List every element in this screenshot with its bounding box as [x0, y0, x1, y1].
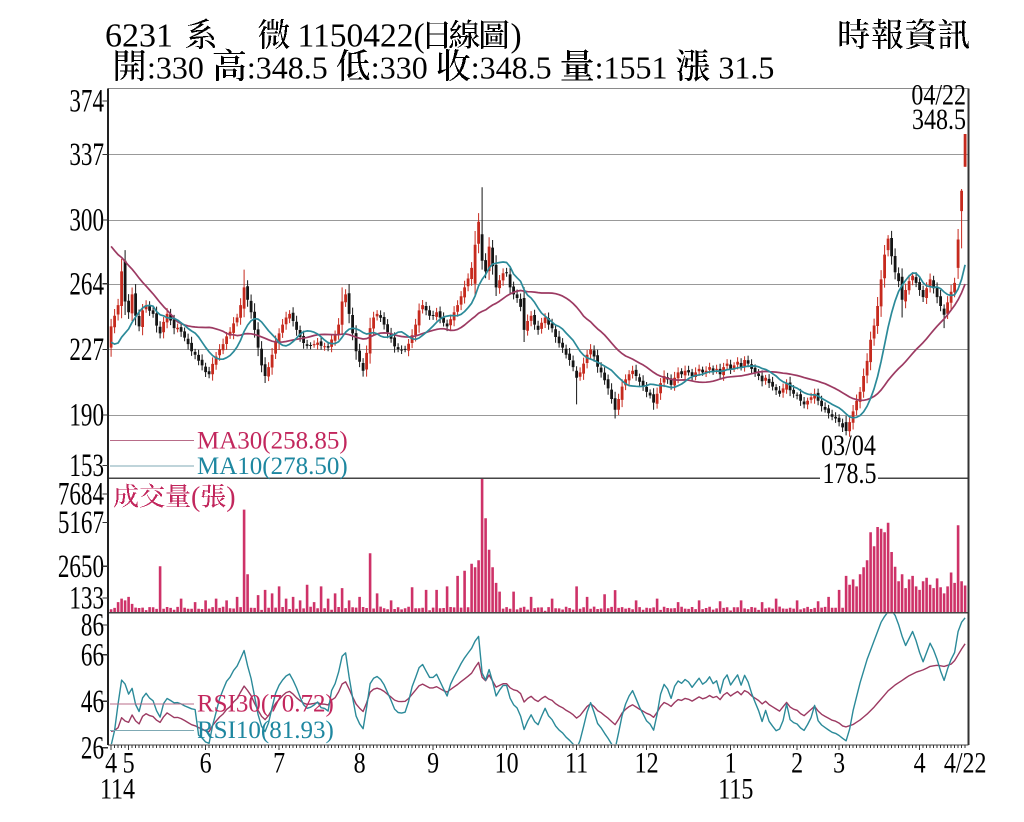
- svg-text:2: 2: [791, 746, 803, 779]
- svg-text:11: 11: [565, 746, 588, 779]
- svg-text:MA30(258.85): MA30(258.85): [197, 427, 348, 454]
- svg-text:03/04: 03/04: [821, 428, 876, 461]
- svg-text:153: 153: [69, 448, 104, 484]
- svg-text:4: 4: [105, 746, 117, 779]
- svg-text:): ): [511, 18, 522, 55]
- svg-text:300: 300: [69, 203, 104, 239]
- svg-text:264: 264: [69, 266, 104, 302]
- svg-text:7684: 7684: [58, 477, 104, 513]
- svg-text:227: 227: [69, 332, 104, 368]
- svg-text:348.5: 348.5: [912, 102, 966, 135]
- svg-text:374: 374: [69, 84, 104, 120]
- svg-text:31.5: 31.5: [718, 49, 774, 85]
- svg-text:04/22: 04/22: [911, 78, 966, 111]
- svg-text:9: 9: [427, 746, 439, 779]
- svg-text:66: 66: [81, 637, 104, 673]
- svg-text::330: :330: [147, 49, 204, 85]
- svg-text:RSI30(70.72): RSI30(70.72): [197, 691, 334, 718]
- svg-text:1150422(: 1150422(: [298, 18, 425, 55]
- svg-text:5: 5: [123, 746, 135, 779]
- svg-text:1: 1: [725, 746, 737, 779]
- svg-text:MA10(278.50): MA10(278.50): [197, 453, 348, 480]
- svg-text:190: 190: [69, 398, 104, 434]
- svg-text:115: 115: [718, 772, 753, 805]
- svg-text:178.5: 178.5: [823, 456, 877, 489]
- svg-text:337: 337: [69, 137, 104, 173]
- svg-text:8: 8: [354, 746, 366, 779]
- svg-text:86: 86: [81, 608, 104, 644]
- svg-text:6: 6: [200, 746, 212, 779]
- svg-text::1551: :1551: [595, 49, 668, 85]
- svg-text:4: 4: [914, 746, 926, 779]
- svg-text:): ): [226, 482, 235, 513]
- svg-text:26: 26: [81, 730, 104, 766]
- svg-text:(: (: [191, 482, 200, 513]
- svg-text:114: 114: [100, 772, 135, 805]
- svg-text:6231: 6231: [105, 18, 173, 55]
- svg-text:7: 7: [273, 746, 285, 779]
- svg-text:12: 12: [635, 746, 659, 779]
- svg-text::330: :330: [371, 49, 428, 85]
- svg-text::348.5: :348.5: [471, 49, 552, 85]
- svg-text:10: 10: [495, 746, 519, 779]
- svg-text:46: 46: [81, 684, 104, 720]
- svg-text:3: 3: [833, 746, 845, 779]
- svg-text:2650: 2650: [58, 549, 104, 585]
- svg-text:5167: 5167: [58, 505, 104, 541]
- svg-text:4/22: 4/22: [944, 746, 987, 779]
- svg-text::348.5: :348.5: [247, 49, 328, 85]
- svg-text:RSI10(81.93): RSI10(81.93): [197, 717, 334, 744]
- svg-text:133: 133: [69, 581, 104, 617]
